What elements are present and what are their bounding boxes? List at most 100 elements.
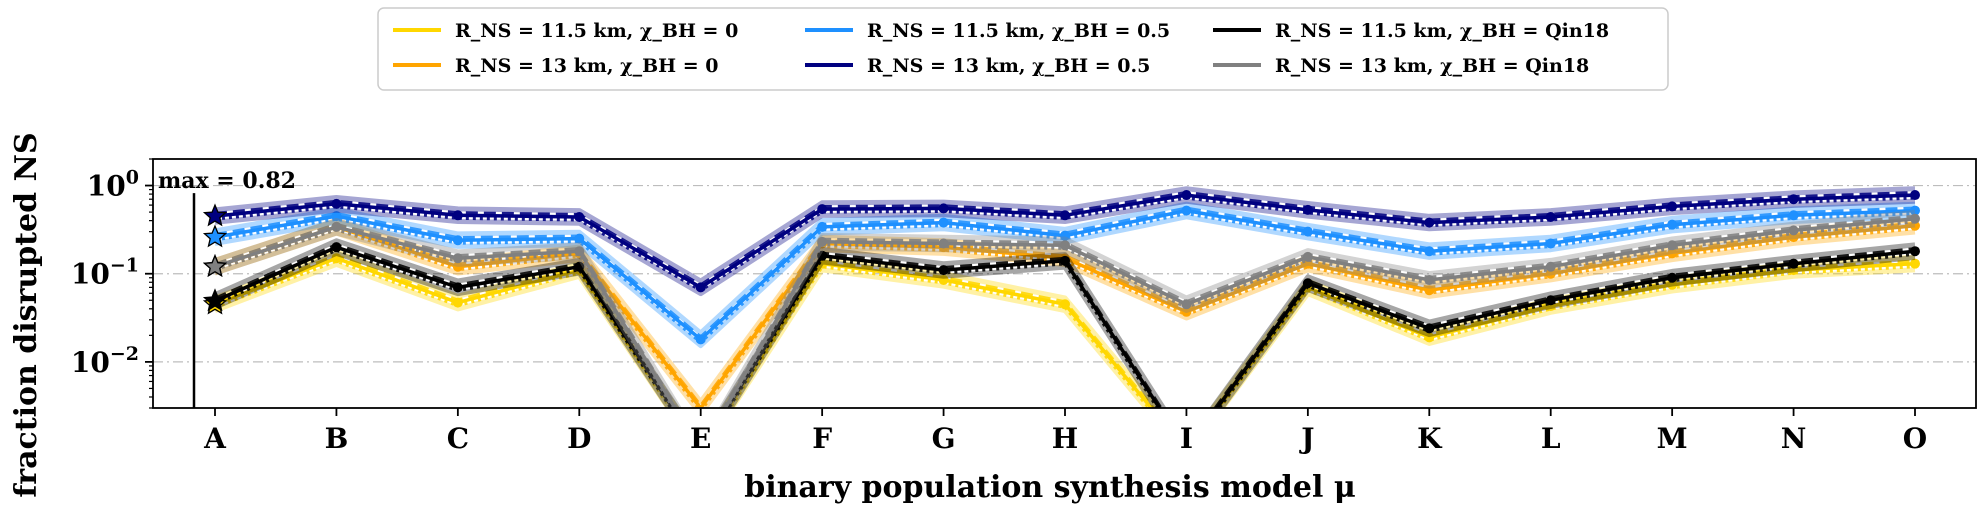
data-point (1545, 238, 1556, 249)
x-tick-label: O (1903, 422, 1927, 455)
data-point (1910, 213, 1920, 224)
series-line-variant (214, 211, 1916, 344)
x-tick-label: L (1541, 422, 1561, 455)
data-point (817, 221, 828, 232)
x-tick-label: I (1180, 422, 1193, 455)
x-tick-label: K (1417, 422, 1443, 455)
data-point (452, 282, 463, 293)
data-point (1667, 201, 1678, 212)
data-point (1181, 190, 1192, 201)
legend-label: R_NS = 13 km, χ_BH = 0 (455, 55, 718, 77)
data-point (1060, 210, 1070, 221)
data-point (1788, 225, 1799, 236)
data-point (452, 235, 463, 246)
series-line-variant (213, 238, 1916, 408)
data-point (452, 210, 463, 221)
data-point (1910, 190, 1920, 201)
data-point (1910, 205, 1920, 216)
data-point (1667, 240, 1678, 251)
data-point (331, 211, 342, 222)
data-point (695, 282, 706, 293)
series-line-variant (214, 261, 1916, 408)
legend-label: R_NS = 11.5 km, χ_BH = 0 (455, 20, 738, 42)
data-point (1302, 251, 1313, 262)
data-point (938, 238, 949, 249)
x-tick-label: J (1298, 422, 1314, 455)
axes: 10−2 10−1 100 A B C D E F G H I J K L M N O (71, 158, 1977, 455)
data-point (1424, 217, 1435, 228)
series-line-variant (214, 196, 1916, 292)
data-point (452, 297, 463, 308)
star-marker (202, 288, 228, 312)
data-point (817, 236, 828, 247)
data-point (938, 203, 949, 214)
x-axis-label: binary population synthesis model μ (744, 470, 1356, 505)
series-6 (210, 209, 1920, 408)
legend-label: R_NS = 11.5 km, χ_BH = Qin18 (1275, 20, 1609, 42)
data-point (1545, 295, 1556, 306)
data-point (1788, 194, 1799, 205)
legend: R_NS = 11.5 km, χ_BH = 0 R_NS = 13 km, χ_… (377, 7, 1669, 91)
y-tick-label: 100 (87, 167, 139, 203)
data-point (695, 334, 706, 345)
max-annotation: max = 0.82 (158, 168, 296, 194)
data-point (1060, 230, 1070, 241)
data-point (1424, 323, 1435, 334)
data-point (1424, 246, 1435, 257)
x-tick-label: E (690, 422, 711, 455)
data-point (1910, 246, 1920, 257)
data-point (817, 250, 828, 261)
series-line-variant (214, 259, 1916, 408)
legend-box (377, 7, 1669, 91)
x-tick-label: M (1657, 422, 1688, 455)
series-4 (210, 186, 1920, 297)
series-line-variant (214, 201, 1916, 336)
y-tick-label: 10−1 (71, 255, 139, 291)
y-tick-label: 10−2 (71, 343, 139, 379)
data-point (1667, 248, 1678, 259)
data-point (1667, 272, 1678, 283)
data-point (1424, 285, 1435, 296)
data-point (817, 204, 828, 215)
series-5 (210, 238, 1920, 408)
y-axis-label: fraction disrupted NS (9, 132, 44, 497)
data-point (1424, 274, 1435, 285)
series-line-variant (213, 250, 1916, 408)
data-point (574, 261, 585, 272)
data-point (331, 253, 342, 264)
data-point (938, 274, 949, 285)
data-point (574, 233, 585, 244)
x-tick-label: A (203, 422, 227, 455)
data-point (1667, 279, 1678, 290)
x-tick-label: H (1052, 422, 1078, 455)
series-line-variant (214, 222, 1916, 408)
x-tick-label: D (567, 422, 591, 455)
x-tick-label: N (1781, 422, 1807, 455)
data-point (1181, 299, 1192, 310)
data-point (1545, 261, 1556, 272)
series-line-variant (214, 248, 1916, 408)
x-tick-label: B (325, 422, 349, 455)
series-line-variant (214, 243, 1916, 408)
data-point (1788, 258, 1799, 269)
legend-label: R_NS = 13 km, χ_BH = Qin18 (1275, 55, 1589, 77)
data-point (1302, 204, 1313, 215)
data-point (1424, 332, 1435, 343)
data-point (1545, 268, 1556, 279)
data-point (574, 211, 585, 222)
data-point (331, 221, 342, 232)
data-point (1060, 299, 1070, 310)
series-line-variant (214, 221, 1916, 407)
series-1 (210, 249, 1920, 408)
legend-label: R_NS = 13 km, χ_BH = 0.5 (867, 55, 1150, 77)
data-point (1910, 258, 1920, 269)
x-tick-label: F (812, 422, 832, 455)
legend-label: R_NS = 11.5 km, χ_BH = 0.5 (867, 20, 1170, 42)
series-group (210, 186, 1920, 408)
data-point (1302, 278, 1313, 289)
data-point (331, 242, 342, 253)
series-line-variant (214, 209, 1916, 408)
data-point (1302, 226, 1313, 237)
